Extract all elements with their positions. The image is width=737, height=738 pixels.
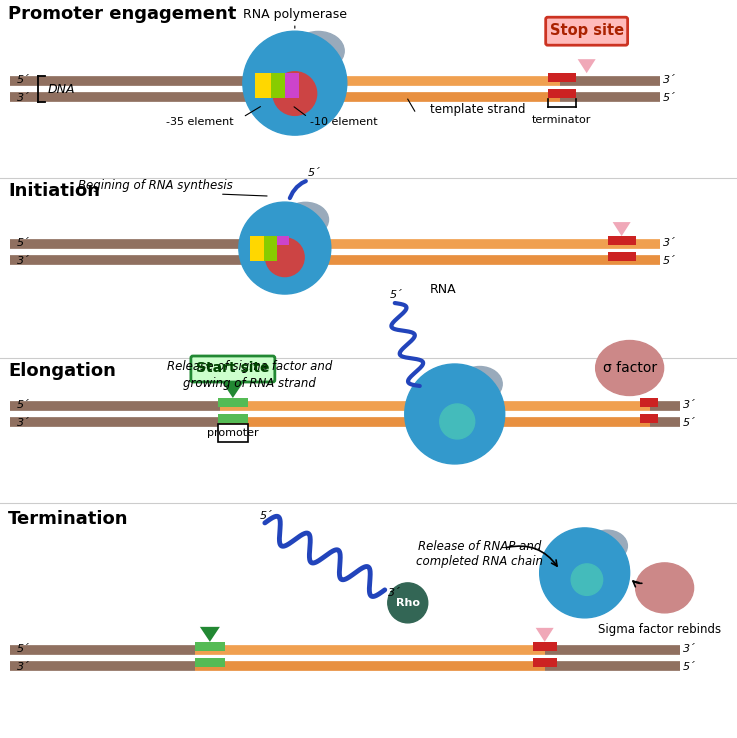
- Bar: [284, 73, 298, 82]
- Text: Start site: Start site: [196, 361, 270, 375]
- Bar: [195, 642, 225, 651]
- Text: 3´: 3´: [663, 75, 675, 85]
- Bar: [264, 236, 277, 245]
- Text: 5´: 5´: [17, 75, 29, 85]
- Text: 5´: 5´: [663, 93, 675, 103]
- Text: 5´: 5´: [308, 168, 321, 178]
- Text: 3´: 3´: [17, 662, 29, 672]
- Text: Release of RNAP and
completed RNA chain: Release of RNAP and completed RNA chain: [416, 540, 543, 568]
- Polygon shape: [200, 627, 220, 642]
- Ellipse shape: [457, 367, 502, 401]
- Polygon shape: [223, 383, 243, 398]
- Circle shape: [539, 528, 629, 618]
- Text: 3´: 3´: [17, 418, 29, 428]
- Bar: [607, 252, 635, 261]
- Polygon shape: [612, 222, 631, 236]
- Circle shape: [243, 31, 347, 135]
- Bar: [195, 658, 225, 667]
- Text: 5´: 5´: [17, 400, 29, 410]
- Text: Stop site: Stop site: [550, 23, 624, 38]
- Bar: [548, 89, 576, 98]
- Bar: [607, 236, 635, 245]
- Bar: [218, 424, 248, 442]
- Bar: [218, 414, 248, 423]
- Bar: [270, 80, 284, 98]
- Text: template strand: template strand: [430, 103, 525, 116]
- Circle shape: [273, 72, 317, 115]
- Text: RNA polymerase: RNA polymerase: [242, 8, 347, 21]
- Ellipse shape: [587, 530, 627, 562]
- Circle shape: [265, 238, 304, 277]
- Text: DNA: DNA: [48, 83, 75, 96]
- Text: 5´: 5´: [260, 511, 273, 521]
- Ellipse shape: [635, 563, 694, 613]
- Circle shape: [571, 564, 603, 596]
- Text: 3´: 3´: [682, 400, 695, 410]
- Text: terminator: terminator: [532, 115, 591, 125]
- Text: 5´: 5´: [682, 418, 695, 428]
- Circle shape: [239, 202, 331, 294]
- Bar: [218, 398, 248, 407]
- Polygon shape: [536, 628, 553, 642]
- Bar: [277, 236, 289, 245]
- Text: 5´: 5´: [682, 662, 695, 672]
- Ellipse shape: [282, 202, 329, 237]
- Bar: [250, 243, 264, 261]
- Text: 3´: 3´: [682, 644, 695, 654]
- Text: Initiation: Initiation: [8, 182, 100, 200]
- Text: -10 element: -10 element: [310, 117, 377, 127]
- Text: 3´: 3´: [17, 256, 29, 266]
- Text: 5´: 5´: [17, 238, 29, 248]
- Circle shape: [388, 583, 427, 623]
- Text: 5´: 5´: [390, 290, 402, 300]
- Text: 3´: 3´: [663, 238, 675, 248]
- Bar: [640, 414, 657, 423]
- Text: 5´: 5´: [17, 644, 29, 654]
- Bar: [250, 236, 264, 245]
- Bar: [548, 73, 576, 82]
- Text: Sigma factor rebinds: Sigma factor rebinds: [598, 623, 722, 636]
- Bar: [270, 73, 284, 82]
- Bar: [284, 80, 298, 98]
- Bar: [533, 658, 556, 667]
- Bar: [255, 80, 270, 98]
- Text: 3´: 3´: [17, 93, 29, 103]
- Polygon shape: [578, 59, 595, 73]
- Circle shape: [405, 364, 505, 464]
- Ellipse shape: [595, 340, 663, 396]
- FancyBboxPatch shape: [545, 17, 628, 45]
- Bar: [255, 73, 270, 82]
- Text: 3´: 3´: [388, 588, 400, 598]
- Bar: [264, 243, 277, 261]
- Text: Begining of RNA synthesis: Begining of RNA synthesis: [77, 179, 232, 192]
- Text: Release of sigma factor and
growing of RNA strand: Release of sigma factor and growing of R…: [167, 360, 332, 390]
- Bar: [640, 398, 657, 407]
- Text: promoter: promoter: [207, 428, 259, 438]
- Bar: [533, 642, 556, 651]
- FancyBboxPatch shape: [191, 356, 275, 382]
- Text: -35 element: -35 element: [166, 117, 234, 127]
- Circle shape: [440, 404, 475, 439]
- Text: σ factor: σ factor: [603, 361, 657, 375]
- Text: Elongation: Elongation: [8, 362, 116, 380]
- Text: Promoter engagement: Promoter engagement: [8, 5, 237, 23]
- Text: RNA: RNA: [430, 283, 456, 296]
- Ellipse shape: [293, 32, 344, 70]
- Text: Rho: Rho: [396, 598, 420, 608]
- Text: 5´: 5´: [663, 256, 675, 266]
- Text: Termination: Termination: [8, 510, 128, 528]
